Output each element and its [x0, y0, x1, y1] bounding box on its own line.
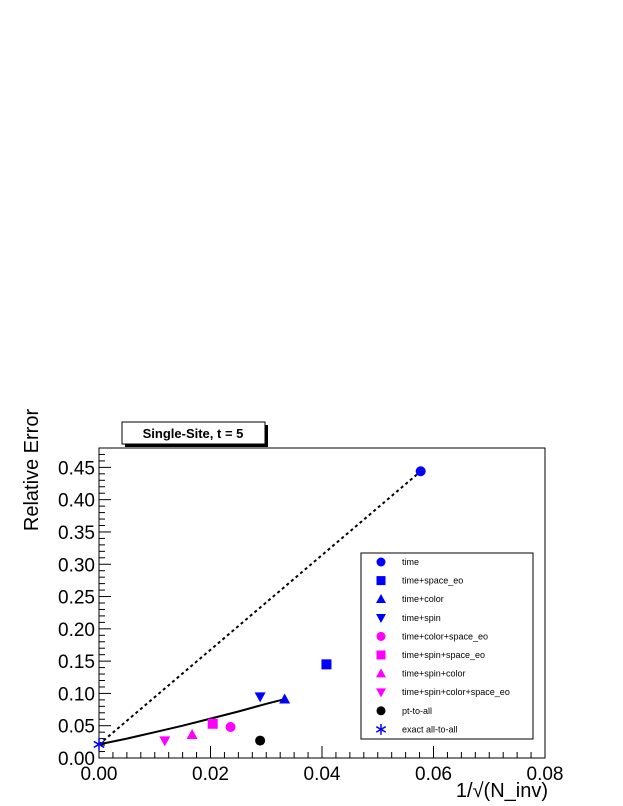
title-box: Single-Site, t = 5: [121, 421, 268, 447]
data-point: [255, 735, 266, 746]
legend-label: time+spin+space_eo: [402, 650, 485, 660]
legend-marker: [376, 557, 386, 567]
legend-marker: [376, 668, 386, 678]
data-point: [186, 729, 198, 739]
y-tick-label: 0.20: [58, 620, 95, 641]
asterisk-stroke: [93, 740, 105, 749]
legend-marker: [376, 688, 386, 698]
x-tick-label: 0.00: [81, 764, 118, 785]
y-tick-label: 0.25: [58, 588, 95, 609]
fit-lines: [98, 470, 422, 746]
x-tick-label: 0.04: [304, 764, 341, 785]
solid-fit-line: [98, 698, 285, 746]
legend-marker: [376, 650, 386, 660]
y-tick-label: 0.30: [58, 555, 95, 576]
legend: time time+space_eo time+color time+spin time…: [360, 552, 534, 740]
data-point: [279, 693, 291, 704]
title-box-frame: [121, 421, 266, 445]
legend-marker: [376, 576, 386, 586]
x-tick-label: 0.02: [192, 764, 229, 785]
legend-label: time+color: [402, 594, 444, 604]
x-axis-title: 1/√(N_inv): [456, 780, 548, 802]
legend-marker: [376, 613, 386, 623]
legend-marker: [376, 706, 386, 716]
legend-marker: [376, 631, 386, 641]
legend-label: time+color+space_eo: [402, 631, 488, 641]
data-point: [207, 718, 218, 729]
legend-box: [360, 552, 534, 740]
legend-label: time+space_eo: [402, 576, 463, 586]
x-tick-label: 0.06: [415, 764, 452, 785]
legend-label: time: [402, 557, 419, 567]
legend-marker: [376, 594, 386, 604]
dotted-fit-line: [98, 470, 422, 746]
data-point: [159, 736, 171, 747]
data-point: [415, 466, 426, 477]
asterisk-stroke: [375, 726, 387, 733]
axis-ticks: [98, 447, 546, 759]
legend-label: time+spin: [402, 613, 441, 623]
y-tick-label: 0.00: [58, 749, 95, 770]
legend-label: exact all-to-all: [402, 724, 458, 734]
legend-label: time+spin+color+space_eo: [402, 687, 510, 697]
legend-label: time+spin+color: [402, 669, 466, 679]
data-point: [321, 659, 332, 670]
data-point: [225, 722, 236, 732]
legend-marker: [375, 724, 387, 735]
legend-entries: time time+space_eo time+color time+spin time…: [375, 557, 510, 735]
y-tick-label: 0.15: [58, 652, 95, 673]
y-tick-label: 0.40: [58, 491, 95, 512]
y-tick-label: 0.45: [58, 458, 95, 479]
y-axis-title: Relative Error: [21, 409, 43, 532]
legend-label: pt-to-all: [402, 706, 432, 716]
data-points: [93, 466, 426, 751]
y-tick-labels: 0.00 0.05 0.10 0.15 0.20 0.25 0.30 0.35 0.40 0.45: [58, 458, 95, 770]
data-point: [93, 738, 105, 751]
y-tick-label: 0.10: [58, 684, 95, 705]
y-tick-label: 0.05: [58, 717, 95, 738]
x-tick-labels: 0.00 0.02 0.04 0.06 0.08: [81, 764, 564, 785]
y-tick-label: 0.35: [58, 523, 95, 544]
data-point: [254, 692, 266, 703]
chart-title: Single-Site, t = 5: [143, 426, 244, 441]
x-tick-label: 0.08: [527, 764, 564, 785]
